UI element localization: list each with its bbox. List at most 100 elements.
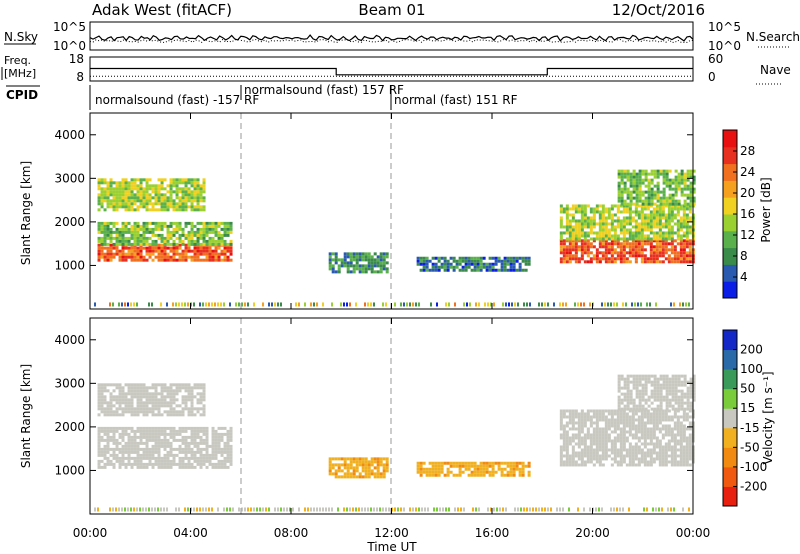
velocity-echo-cell <box>154 444 158 448</box>
velocity-echo-cell <box>458 473 462 477</box>
velocity-echo-cell <box>145 404 149 408</box>
velocity-echo-cell <box>208 507 210 512</box>
power-echo-cell <box>647 196 651 200</box>
velocity-echo-cell <box>151 410 155 414</box>
power-echo-cell <box>568 231 572 235</box>
power-echo-cell <box>640 242 644 246</box>
velocity-echo-cell <box>211 435 215 439</box>
velocity-echo-cell <box>139 456 143 460</box>
velocity-echo-cell <box>580 463 584 467</box>
power-echo-cell <box>647 193 651 197</box>
power-echo-cell <box>670 207 674 211</box>
velocity-echo-cell <box>604 421 608 425</box>
power-echo-cell <box>637 245 641 249</box>
power-echo-cell <box>109 302 111 307</box>
power-echo-cell <box>676 231 680 235</box>
power-echo-cell <box>214 221 218 225</box>
velocity-echo-cell <box>601 442 605 446</box>
velocity-echo-cell <box>638 404 642 408</box>
power-echo-cell <box>508 302 510 307</box>
power-echo-cell <box>565 237 569 241</box>
power-echo-cell <box>127 230 131 234</box>
velocity-echo-cell <box>319 507 321 512</box>
velocity-colorbar-tick: -100 <box>740 460 767 474</box>
power-echo-cell <box>220 242 224 246</box>
velocity-echo-cell <box>622 507 624 512</box>
velocity-echo-cell <box>431 461 435 465</box>
velocity-echo-cell <box>577 430 581 434</box>
power-echo-cell <box>214 255 218 259</box>
power-echo-cell <box>112 302 114 307</box>
power-echo-cell <box>574 210 578 214</box>
velocity-echo-cell <box>610 457 614 461</box>
power-echo-cell <box>610 222 614 226</box>
power-echo-cell <box>610 228 614 232</box>
velocity-echo-cell <box>367 472 371 476</box>
velocity-echo-cell <box>509 467 513 471</box>
nsky-panel: N.Sky 10^5 10^0 10^5 10^0 N.Search <box>4 20 800 53</box>
power-echo-cell <box>169 205 173 209</box>
power-echo-cell <box>586 225 590 229</box>
velocity-echo-cell <box>376 507 378 512</box>
power-echo-cell <box>668 181 672 185</box>
velocity-echo-cell <box>187 435 191 439</box>
velocity-echo-cell <box>112 426 116 430</box>
velocity-echo-cell <box>664 457 668 461</box>
power-echo-cell <box>184 233 188 237</box>
power-colorbar-swatch <box>723 214 737 232</box>
power-echo-cell <box>223 227 227 231</box>
power-echo-cell <box>677 202 681 206</box>
power-echo-cell <box>434 262 438 266</box>
power-echo-cell <box>497 268 501 272</box>
velocity-echo-cell <box>634 457 638 461</box>
power-echo-cell <box>151 208 155 212</box>
velocity-echo-cell <box>659 407 663 411</box>
velocity-echo-cell <box>142 507 144 512</box>
velocity-echo-cell <box>190 395 194 399</box>
velocity-echo-cell <box>607 439 611 443</box>
power-echo-cell <box>115 230 119 234</box>
velocity-echo-cell <box>641 392 645 396</box>
power-echo-cell <box>181 178 185 182</box>
power-echo-cell <box>617 184 621 188</box>
power-echo-cell <box>628 228 632 232</box>
velocity-echo-cell <box>115 410 119 414</box>
power-echo-cell <box>476 265 480 269</box>
velocity-echo-cell <box>121 398 125 402</box>
velocity-echo-cell <box>103 401 107 405</box>
power-echo-cell <box>634 204 638 208</box>
velocity-echo-cell <box>571 409 575 413</box>
power-echo-cell <box>202 236 206 240</box>
velocity-echo-cell <box>650 389 654 393</box>
velocity-echo-cell <box>559 457 563 461</box>
power-echo-cell <box>670 204 674 208</box>
velocity-echo-cell <box>682 454 686 458</box>
velocity-echo-cell <box>193 413 197 417</box>
velocity-echo-cell <box>613 436 617 440</box>
velocity-echo-cell <box>202 429 206 433</box>
power-echo-cell <box>199 233 203 237</box>
power-echo-cell <box>574 222 578 226</box>
velocity-echo-cell <box>592 463 596 467</box>
velocity-echo-cell <box>376 469 380 473</box>
velocity-echo-cell <box>106 459 110 463</box>
power-echo-cell <box>103 224 107 228</box>
power-echo-cell <box>692 202 696 206</box>
power-echo-cell <box>118 249 122 253</box>
power-echo-cell <box>373 252 377 256</box>
velocity-echo-cell <box>431 467 435 471</box>
power-echo-cell <box>619 242 623 246</box>
power-echo-cell <box>686 187 690 191</box>
power-echo-cell <box>343 302 345 307</box>
velocity-echo-cell <box>676 427 680 431</box>
velocity-echo-cell <box>145 398 149 402</box>
power-echo-cell <box>226 246 230 250</box>
velocity-echo-cell <box>220 453 224 457</box>
velocity-echo-cell <box>136 383 140 387</box>
power-echo-cell <box>208 227 212 231</box>
velocity-echo-cell <box>559 415 563 419</box>
velocity-echo-cell <box>118 465 122 469</box>
velocity-echo-cell <box>190 386 194 390</box>
velocity-echo-cell <box>178 465 182 469</box>
power-echo-cell <box>595 237 599 241</box>
